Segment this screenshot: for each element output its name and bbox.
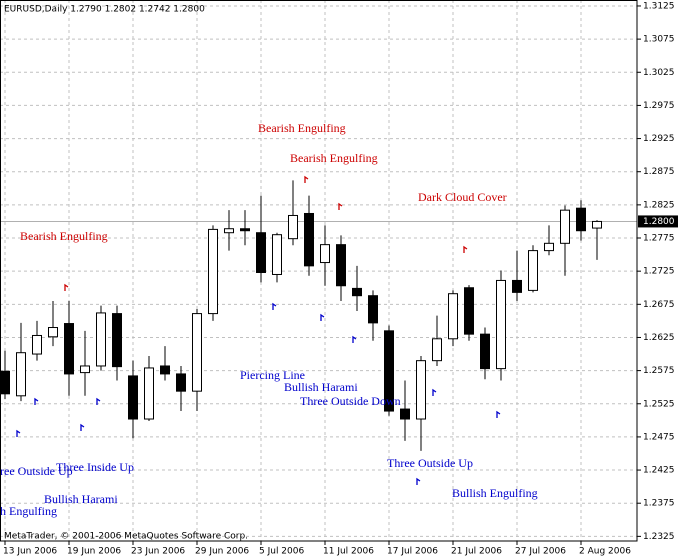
y-tick-label: 1.2575: [643, 366, 675, 376]
candle-body: [352, 287, 362, 297]
pattern-marker: [272, 302, 277, 310]
candle-body: [48, 327, 58, 338]
annotation: ree Outside Up: [0, 464, 73, 478]
candle-body: [400, 408, 410, 420]
y-tick-label: 1.3075: [643, 35, 675, 45]
annotation: Bearish Engulfing: [258, 121, 346, 135]
candle-body: [80, 365, 90, 374]
y-tick-label: 1.3125: [643, 1, 675, 11]
candle-body: [320, 244, 330, 264]
candle-body: [96, 312, 106, 367]
candle-body: [240, 228, 250, 232]
candle-body: [224, 228, 234, 234]
candle-body: [32, 334, 42, 355]
candle-body: [384, 330, 394, 412]
annotation: Bullish Harami: [44, 492, 118, 506]
pattern-marker: [64, 283, 69, 291]
pattern-marker: [463, 245, 468, 253]
candle-body: [464, 287, 474, 335]
x-tick-label: 17 Jul 2006: [387, 547, 438, 557]
pattern-marker: [34, 397, 39, 405]
pattern-marker: [432, 388, 437, 396]
candle-body: [528, 250, 538, 291]
candle-body: [496, 279, 506, 370]
y-tick-label: 1.2325: [643, 532, 675, 542]
pattern-marker: [352, 335, 357, 343]
candle-body: [544, 242, 554, 252]
annotation: Bearish Engulfing: [20, 229, 108, 243]
candle-body: [368, 295, 378, 324]
y-tick-label: 1.2425: [643, 466, 675, 476]
candle-body: [560, 209, 570, 244]
x-tick-label: 2 Aug 2006: [579, 547, 631, 557]
x-tick-label: 5 Jul 2006: [259, 547, 304, 557]
pattern-marker: [320, 313, 325, 321]
chart-title: EURUSD,Daily 1.2790 1.2802 1.2742 1.2800: [4, 5, 205, 15]
annotation: Piercing Line: [240, 368, 305, 382]
candle-body: [288, 214, 298, 240]
x-tick-label: 23 Jun 2006: [131, 547, 185, 557]
x-tick-label: 13 Jun 2006: [3, 547, 57, 557]
y-tick-label: 1.2375: [643, 499, 675, 509]
candle-body: [176, 373, 186, 392]
y-tick-label: 1.2475: [643, 432, 675, 442]
candle-body: [304, 212, 314, 267]
candle-body: [192, 313, 202, 392]
annotation: Bullish Engulfing: [452, 486, 538, 500]
candle-body: [144, 367, 154, 420]
pattern-marker: [304, 175, 309, 183]
x-tick-label: 19 Jun 2006: [67, 547, 121, 557]
candle-body: [128, 375, 138, 420]
y-tick-label: 1.2925: [643, 134, 675, 144]
annotation: Three Outside Up: [387, 456, 473, 470]
y-tick-label: 1.2725: [643, 267, 675, 277]
candle-body: [336, 244, 346, 287]
candle-body: [160, 365, 170, 375]
candle-body: [416, 360, 426, 420]
y-tick-label: 1.2525: [643, 399, 675, 409]
x-tick-label: 21 Jul 2006: [451, 547, 502, 557]
annotation: Dark Cloud Cover: [418, 190, 507, 204]
x-tick-label: 11 Jul 2006: [323, 547, 374, 557]
x-tick-label: 27 Jul 2006: [515, 547, 566, 557]
x-tick-label: 29 Jun 2006: [195, 547, 249, 557]
y-tick-label: 1.2625: [643, 333, 675, 343]
pattern-marker: [416, 477, 421, 485]
candle-body: [432, 338, 442, 362]
footer: MetaTrader, © 2001-2006 MetaQuotes Softw…: [4, 532, 248, 542]
candle-body: [64, 323, 74, 375]
candle-body: [256, 232, 266, 273]
y-tick-label: 1.2675: [643, 300, 675, 310]
y-tick-label: 1.3025: [643, 68, 675, 78]
y-tick-label: 1.2775: [643, 234, 675, 244]
annotation: Three Inside Up: [56, 460, 134, 474]
annotation: Three Outside Down: [300, 394, 401, 408]
y-tick-label: 1.2875: [643, 167, 675, 177]
candle-body: [208, 228, 218, 315]
annotation: Bullish Harami: [284, 380, 358, 394]
candle-body: [16, 352, 26, 397]
candle-body: [480, 333, 490, 370]
candle-body: [112, 313, 122, 368]
pattern-marker: [80, 423, 85, 431]
y-tick-label: 1.2825: [643, 200, 675, 210]
annotation: Bearish Engulfing: [290, 151, 378, 165]
candle-body: [592, 220, 602, 229]
candle-body: [576, 207, 586, 232]
candle-body: [448, 293, 458, 340]
candle-body: [0, 370, 10, 395]
pattern-marker: [16, 429, 21, 437]
price-tag: 1.2800: [643, 217, 675, 227]
pattern-marker: [96, 397, 101, 405]
plot-frame: [0, 0, 638, 542]
pattern-marker: [338, 202, 343, 210]
price-tag-bg: [638, 215, 678, 228]
candle-body: [272, 234, 282, 275]
y-tick-label: 1.2975: [643, 101, 675, 111]
candle-body: [512, 279, 522, 293]
pattern-marker: [496, 410, 501, 418]
annotation: h Engulfing: [0, 504, 57, 518]
